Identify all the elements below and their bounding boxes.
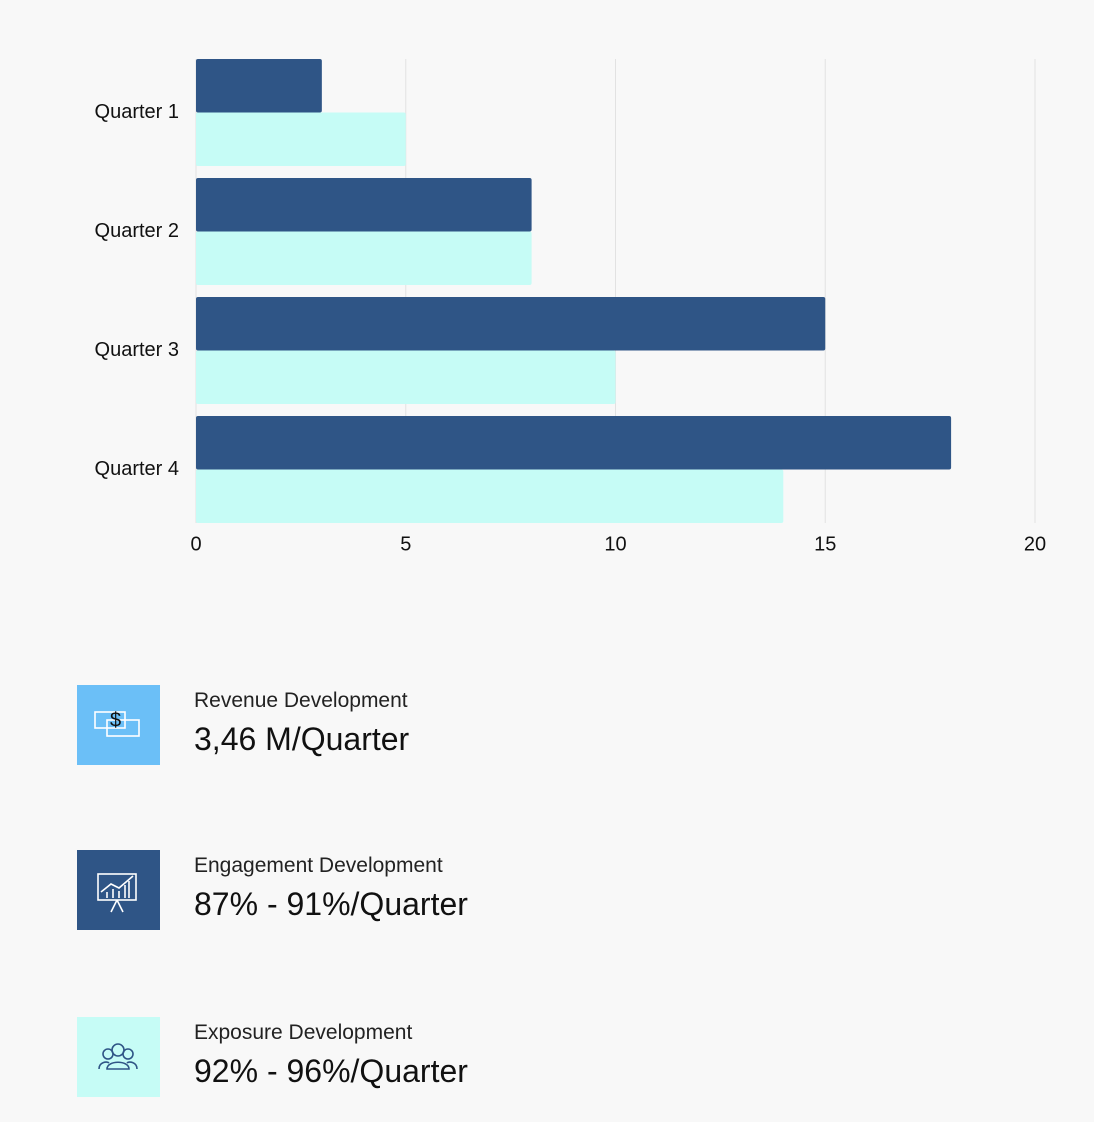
y-tick-label: Quarter 4 bbox=[95, 458, 179, 480]
x-tick-label: 10 bbox=[604, 533, 626, 555]
icon-chart bbox=[77, 850, 160, 930]
x-tick-label: 20 bbox=[1024, 533, 1046, 555]
y-tick-label: Quarter 2 bbox=[95, 220, 179, 242]
bar bbox=[196, 350, 616, 404]
bar bbox=[196, 416, 952, 470]
bar bbox=[196, 231, 532, 285]
x-tick-label: 0 bbox=[190, 533, 201, 555]
bar bbox=[196, 469, 784, 523]
svg-text:$: $ bbox=[110, 709, 121, 731]
icon-graphic bbox=[97, 873, 137, 913]
icon-money: $ bbox=[77, 685, 160, 765]
icon-graphic: $ bbox=[94, 709, 140, 737]
bar bbox=[196, 59, 322, 113]
x-tick-label: 15 bbox=[814, 533, 836, 555]
bar bbox=[196, 112, 406, 166]
icon-people bbox=[77, 1017, 160, 1097]
bar bbox=[196, 297, 826, 351]
chart: 0 5 10 15 20 Quarter 1 Quarter 2 Quarter 3 Quart… bbox=[95, 59, 1046, 555]
bar bbox=[196, 178, 532, 232]
stat-label: Engagement Development bbox=[194, 854, 443, 877]
stat-label: Revenue Development bbox=[194, 689, 408, 712]
x-tick-label: 5 bbox=[400, 533, 411, 555]
y-tick-label: Quarter 1 bbox=[95, 101, 179, 123]
stat-value: 3,46 M/Quarter bbox=[194, 721, 410, 757]
y-tick-label: Quarter 3 bbox=[95, 339, 179, 361]
stat-label: Exposure Development bbox=[194, 1021, 413, 1044]
stat-value: 92% - 96%/Quarter bbox=[194, 1053, 468, 1089]
icon-graphic bbox=[98, 1043, 138, 1070]
stat-value: 87% - 91%/Quarter bbox=[194, 886, 468, 922]
